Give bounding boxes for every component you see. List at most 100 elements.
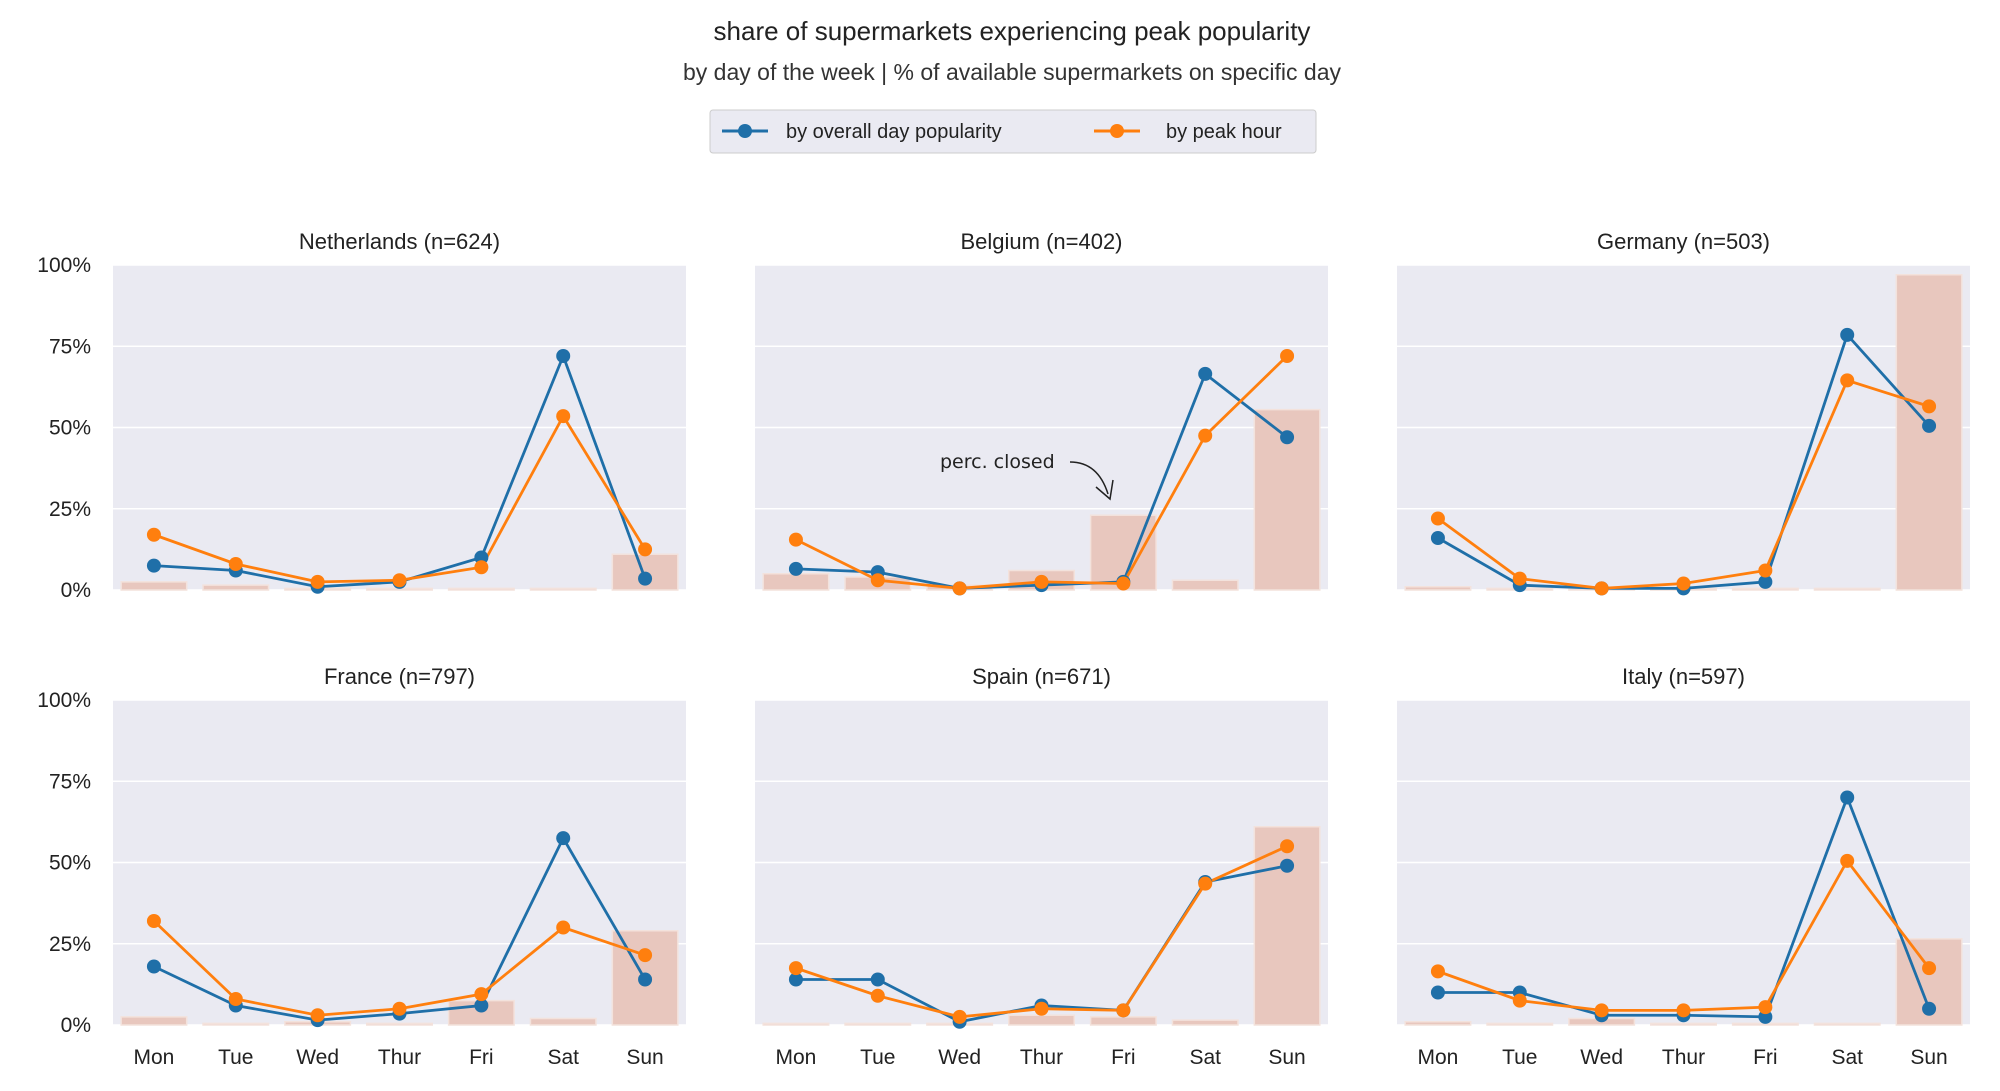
data-point-overall (1280, 430, 1295, 445)
x-tick-label: Thur (1020, 1046, 1063, 1069)
data-point-overall (146, 558, 161, 573)
x-tick-label: Tue (1502, 1046, 1537, 1069)
data-point-overall (1280, 858, 1295, 873)
data-point-overall (1198, 366, 1213, 381)
panel-belgium: Belgium (n=402) perc. closed (755, 229, 1328, 596)
data-point-peak (952, 581, 967, 596)
y-tick-label: 25% (49, 933, 91, 956)
x-tick-label: Sun (1268, 1046, 1305, 1069)
closed-bar (202, 584, 270, 591)
x-tick-label: Mon (133, 1046, 174, 1069)
data-point-peak (228, 557, 243, 571)
data-point-overall (1430, 531, 1445, 545)
data-point-peak (1840, 853, 1855, 868)
data-point-overall (146, 959, 161, 974)
panel-title: Belgium (n=402) (960, 229, 1122, 254)
data-point-peak (392, 573, 407, 588)
x-tick-label: Wed (1580, 1046, 1623, 1069)
closed-bar (1404, 1021, 1472, 1026)
data-point-overall (788, 972, 803, 987)
annotation-arrowhead (1095, 479, 1114, 501)
data-point-peak (310, 574, 325, 589)
data-point-overall (556, 349, 571, 363)
closed-bar (762, 1022, 830, 1026)
legend-peak-label: by peak hour (1166, 121, 1282, 143)
data-point-peak (952, 1009, 967, 1024)
panel-italy: Italy (n=597) Mon Tue Wed Thur Fri Sat Sun (1397, 664, 1970, 1069)
data-point-peak (392, 1001, 407, 1016)
panel-title: Germany (n=503) (1597, 229, 1770, 254)
x-tick-label: Fri (469, 1046, 494, 1069)
x-tick-label: Sat (547, 1046, 579, 1069)
data-point-peak (474, 987, 489, 1002)
panels: 0% 25% 50% 75% 100% Netherlands (n=624) Belgiu… (37, 229, 1970, 1069)
y-tick-label: 100% (37, 689, 91, 712)
data-point-peak (1198, 876, 1213, 891)
closed-bar (529, 1017, 597, 1026)
data-point-peak (1430, 964, 1445, 979)
data-point-overall (474, 550, 489, 565)
panel-title: Spain (n=671) (972, 664, 1111, 689)
panel-france: 0% 25% 50% 75% 100% France (n=797) Mon Tue Wed Th… (37, 664, 686, 1069)
data-point-peak (638, 948, 653, 963)
closed-bar (1813, 1022, 1881, 1026)
data-point-peak (1594, 581, 1609, 596)
data-point-peak (1430, 511, 1445, 526)
x-tick-label: Fri (1111, 1046, 1136, 1069)
data-point-overall (1430, 985, 1445, 1000)
data-point-peak (1922, 399, 1937, 414)
data-point-peak (556, 920, 571, 935)
closed-bar (447, 587, 515, 591)
data-point-peak (1034, 574, 1049, 589)
x-tick-label: Fri (1753, 1046, 1778, 1069)
data-point-overall (1758, 1009, 1773, 1024)
legend-overall-marker (738, 124, 752, 138)
closed-bar (1404, 586, 1472, 591)
data-point-peak (310, 1008, 325, 1023)
x-tick-label: Sun (1910, 1046, 1947, 1069)
legend: by overall day popularity by peak hour (709, 109, 1317, 154)
x-tick-label: Mon (775, 1046, 816, 1069)
data-point-peak (1676, 1003, 1691, 1018)
x-tick-label: Mon (1417, 1046, 1458, 1069)
y-tick-label: 50% (49, 852, 91, 875)
data-point-peak (146, 527, 161, 542)
x-tick-label: Wed (296, 1046, 339, 1069)
y-tick-label: 75% (49, 335, 91, 358)
data-point-peak (228, 992, 243, 1006)
y-tick-label: 25% (49, 498, 91, 521)
y-tick-label: 0% (61, 1014, 91, 1037)
data-point-overall (870, 972, 885, 987)
closed-bar (202, 1022, 270, 1026)
data-point-peak (788, 961, 803, 976)
data-point-peak (1758, 1000, 1773, 1015)
data-point-peak (556, 409, 571, 424)
closed-bar (366, 1022, 433, 1026)
y-tick-label: 75% (49, 770, 91, 793)
data-point-peak (474, 560, 489, 575)
closed-bar (120, 581, 188, 591)
data-point-peak (1034, 1001, 1049, 1016)
x-tick-label: Sun (626, 1046, 663, 1069)
data-point-overall (1758, 574, 1773, 589)
y-tick-label: 100% (37, 254, 91, 277)
data-point-peak (1512, 571, 1527, 586)
x-tick-label: Tue (860, 1046, 895, 1069)
closed-bar (1171, 1019, 1239, 1026)
legend-box (709, 109, 1317, 154)
data-point-peak (1594, 1003, 1609, 1018)
data-point-overall (638, 571, 653, 586)
closed-bar (844, 1022, 912, 1026)
data-point-peak (638, 542, 653, 557)
x-tick-label: Wed (938, 1046, 981, 1069)
data-point-peak (1922, 961, 1937, 976)
data-point-peak (788, 532, 803, 547)
closed-bar (1089, 1016, 1157, 1026)
annotation-text: perc. closed (940, 451, 1055, 473)
data-point-overall (1840, 790, 1855, 805)
annotation-arrow (1069, 461, 1109, 495)
closed-bar (1008, 1014, 1075, 1026)
closed-bar (1813, 587, 1881, 591)
closed-bar (1650, 1022, 1717, 1026)
